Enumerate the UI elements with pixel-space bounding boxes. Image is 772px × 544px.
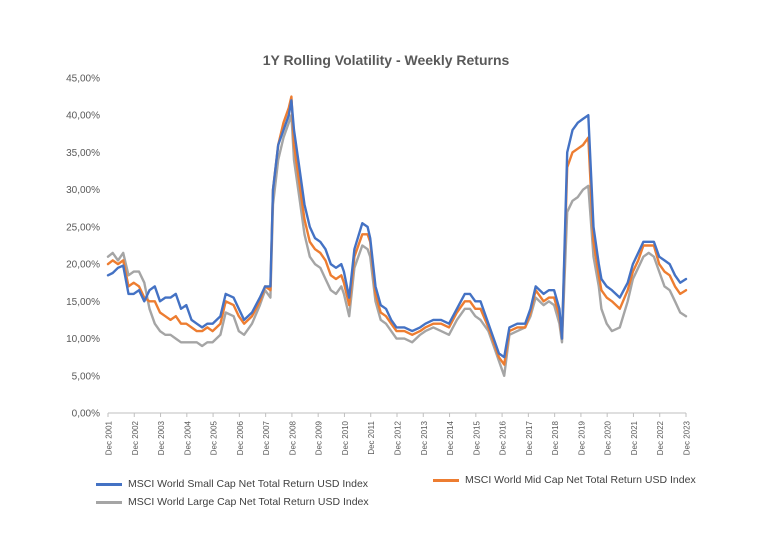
x-tick-label: Dec 2012 <box>394 420 403 455</box>
chart-title: 1Y Rolling Volatility - Weekly Returns <box>262 52 510 68</box>
x-tick-label: Dec 2002 <box>131 420 140 455</box>
x-tick-label: Dec 2015 <box>472 420 481 455</box>
chart-series <box>106 95 688 377</box>
y-tick-label: 30,00% <box>66 185 100 196</box>
x-tick-label: Dec 2005 <box>210 420 219 455</box>
legend-label-small-cap: MSCI World Small Cap Net Total Return US… <box>128 478 369 490</box>
legend-item-large-cap: MSCI World Large Cap Net Total Return US… <box>96 496 369 508</box>
x-tick-label: Dec 2009 <box>315 420 324 455</box>
legend-swatch-large-cap <box>96 500 122 504</box>
chart-axes: 0,00% 5,00% 10,00% 15,00% 20,00% 25,00% 30,00%… <box>66 74 691 456</box>
legend-label-mid-cap: MSCI World Mid Cap Net Total Return USD … <box>465 474 696 486</box>
x-tick-label: Dec 2003 <box>157 420 166 455</box>
x-tick-label: Dec 2007 <box>262 420 271 455</box>
x-tick-label: Dec 2006 <box>236 420 245 455</box>
x-tick-label: Dec 2014 <box>446 420 455 455</box>
x-tick-label: Dec 2013 <box>420 420 429 455</box>
x-tick-label: Dec 2011 <box>367 420 376 454</box>
legend-swatch-small-cap <box>96 482 122 486</box>
x-tick-label: Dec 2001 <box>105 420 114 455</box>
x-tick-label: Dec 2023 <box>683 420 692 455</box>
x-tick-label: Dec 2018 <box>551 420 560 455</box>
legend-item-small-cap: MSCI World Small Cap Net Total Return US… <box>96 478 368 490</box>
x-tick-label: Dec 2021 <box>630 420 639 455</box>
y-tick-label: 40,00% <box>66 111 100 122</box>
y-tick-label: 10,00% <box>66 334 100 345</box>
legend-swatch-mid-cap <box>433 478 459 482</box>
series-line-mid-cap <box>106 95 688 366</box>
x-tick-label: Dec 2020 <box>604 420 613 455</box>
x-tick-label: Dec 2022 <box>656 420 665 455</box>
y-tick-label: 0,00% <box>72 409 100 420</box>
series-line-large-cap <box>106 113 688 377</box>
x-tick-label: Dec 2004 <box>183 420 192 455</box>
y-tick-label: 35,00% <box>66 148 100 159</box>
x-tick-label: Dec 2008 <box>288 420 297 455</box>
y-tick-label: 5,00% <box>72 371 100 382</box>
x-tick-label: Dec 2019 <box>577 420 586 455</box>
x-tick-label: Dec 2016 <box>499 420 508 455</box>
y-tick-label: 20,00% <box>66 260 100 271</box>
series-line-small-cap <box>106 99 688 359</box>
x-tick-label: Dec 2017 <box>525 420 534 455</box>
x-tick-label: Dec 2010 <box>341 420 350 455</box>
legend-label-large-cap: MSCI World Large Cap Net Total Return US… <box>128 496 369 508</box>
y-tick-label: 25,00% <box>66 222 100 233</box>
y-tick-label: 45,00% <box>66 74 100 85</box>
legend-item-mid-cap: MSCI World Mid Cap Net Total Return USD … <box>433 474 696 486</box>
y-tick-label: 15,00% <box>66 297 100 308</box>
